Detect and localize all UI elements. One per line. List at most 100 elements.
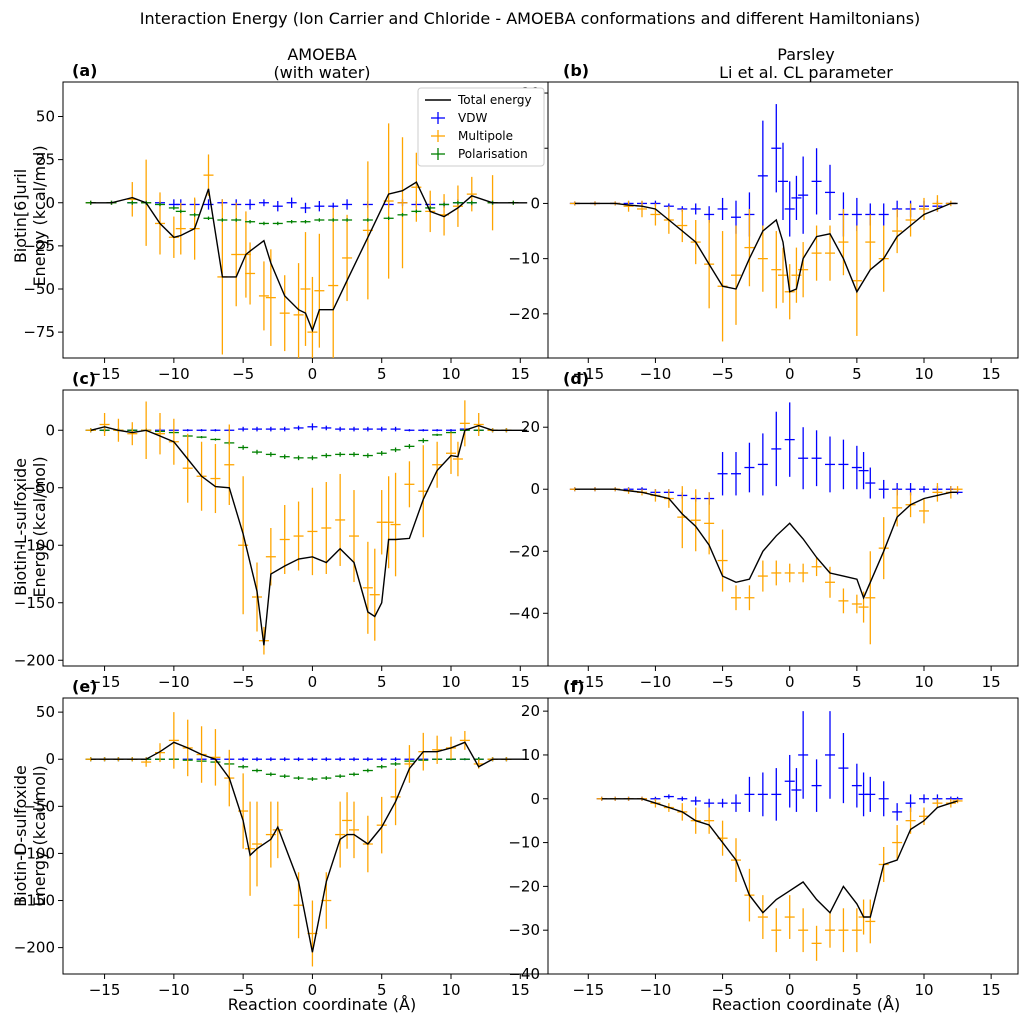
figure-title: Interaction Energy (Ion Carrier and Chlo… [140, 9, 921, 28]
point-multipole [314, 233, 325, 348]
point-multipole [623, 200, 634, 212]
point-polarisation [279, 774, 290, 779]
point-vdw [293, 425, 304, 431]
point-multipole [459, 400, 470, 447]
point-multipole [99, 413, 110, 436]
point-vdw [690, 796, 701, 806]
point-vdw [279, 757, 290, 762]
x-tick-label: 0 [785, 981, 795, 999]
point-multipole [300, 232, 311, 346]
point-polarisation [411, 209, 422, 214]
point-multipole [245, 242, 256, 305]
x-tick-label: 0 [785, 365, 795, 383]
y-tick-label: −200 [14, 939, 55, 957]
legend-polarisation-swatch [431, 148, 445, 160]
point-multipole [757, 560, 768, 592]
point-vdw [731, 794, 741, 812]
point-vdw [300, 202, 311, 214]
point-multipole [717, 529, 728, 592]
point-multipole [771, 231, 782, 309]
point-multipole [771, 908, 782, 953]
point-vdw [851, 445, 862, 490]
point-vdw [731, 452, 741, 496]
y-tick-label: 0 [530, 194, 540, 212]
point-vdw [307, 423, 318, 431]
plot-area [569, 104, 958, 342]
point-vdw [878, 203, 889, 226]
point-multipole [342, 792, 353, 849]
point-multipole [307, 487, 318, 576]
x-tick-label: 15 [982, 673, 1001, 691]
point-polarisation [362, 218, 373, 222]
row-label-3-line2: Energy (kcal/mol) [30, 765, 49, 906]
point-polarisation [342, 218, 353, 222]
point-vdw [784, 402, 795, 477]
point-vdw [252, 757, 262, 762]
point-multipole [182, 433, 193, 503]
axes-frame [62, 697, 549, 975]
x-tick-label: 0 [785, 673, 795, 691]
point-vdw [677, 796, 688, 801]
point-multipole [851, 594, 862, 614]
point-multipole [473, 413, 484, 436]
x-tick-label: 10 [914, 673, 933, 691]
point-multipole [878, 517, 889, 580]
x-tick-label: −15 [89, 981, 121, 999]
point-polarisation [349, 772, 359, 777]
x-tick-label: 5 [852, 365, 862, 383]
y-tick-label: 0 [530, 790, 540, 808]
column-title-left-line1: AMOEBA [287, 45, 356, 64]
point-vdw [798, 711, 809, 799]
y-tick-label: −150 [14, 594, 55, 612]
series-line-total-energy [574, 202, 958, 294]
point-multipole [390, 768, 401, 826]
x-tick-label: −15 [89, 365, 121, 383]
point-multipole [932, 798, 943, 808]
plot-area [85, 712, 528, 967]
y-tick-label: −20 [508, 542, 540, 560]
point-polarisation [265, 452, 276, 457]
panel-c: −15 −10 −5 0 5 10 15−200−150−100−500 [14, 389, 549, 691]
point-polarisation [265, 772, 276, 777]
legend-multipole-label: Multipole [458, 129, 513, 143]
point-polarisation [258, 221, 269, 226]
series-polarisation [85, 428, 512, 461]
point-multipole [321, 482, 332, 574]
point-multipole [919, 498, 929, 524]
point-vdw [245, 199, 256, 210]
point-polarisation [252, 768, 262, 773]
x-tick-label: 5 [852, 673, 862, 691]
point-vdw [335, 757, 346, 762]
point-polarisation [362, 453, 373, 458]
row-label-1-line2: Energy (kcal/mol) [30, 145, 49, 286]
x-tick-label: −15 [572, 365, 604, 383]
point-polarisation [383, 216, 394, 220]
point-vdw [825, 711, 835, 799]
point-multipole [210, 444, 221, 514]
point-vdw [757, 772, 768, 817]
series-multipole [596, 796, 963, 961]
legend-frame [417, 87, 545, 167]
point-multipole [771, 560, 782, 586]
x-tick-label: 15 [982, 981, 1001, 999]
x-tick-label: −5 [712, 981, 734, 999]
point-polarisation [432, 433, 443, 436]
point-polarisation [203, 216, 214, 220]
point-multipole [349, 801, 359, 859]
x-tick-label: −10 [158, 981, 190, 999]
series-vdw [596, 711, 963, 821]
y-tick-label: 50 [36, 703, 55, 721]
point-vdw [196, 429, 207, 432]
point-multipole [446, 432, 456, 474]
x-tick-label: −10 [640, 981, 672, 999]
point-multipole [335, 473, 346, 566]
point-vdw [811, 430, 822, 487]
point-vdw [252, 426, 262, 432]
point-multipole [252, 801, 262, 887]
point-vdw [238, 426, 249, 432]
point-multipole [825, 912, 835, 948]
point-vdw [279, 426, 290, 432]
point-polarisation [238, 445, 249, 450]
point-vdw [825, 436, 835, 493]
point-multipole [279, 505, 290, 574]
